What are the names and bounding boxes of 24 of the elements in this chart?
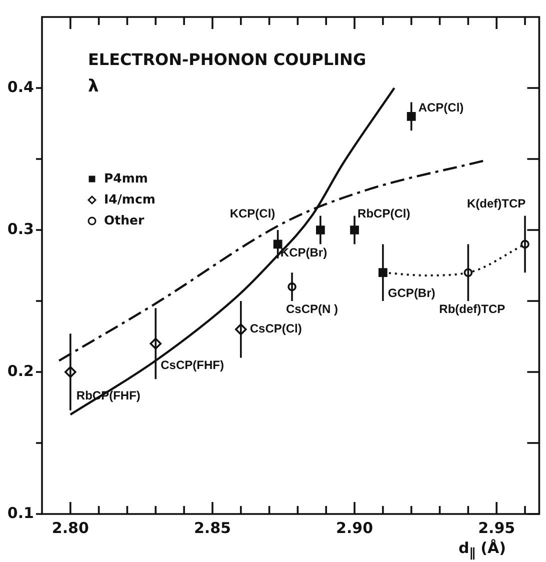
x-tick-label: 2.90 <box>336 518 374 537</box>
annotation: ACP(Cl) <box>418 100 464 115</box>
annotation: CsCP(Cl) <box>250 322 302 336</box>
annotation: K(def)TCP <box>466 196 526 211</box>
y-tick-label: 0.1 <box>7 504 34 522</box>
x-tick-label: 2.80 <box>52 518 89 537</box>
y-axis-title: λ <box>88 76 99 96</box>
annotation: KCP(Cl) <box>230 206 276 221</box>
annotation: KCP(Br) <box>280 245 328 260</box>
legend-label: I4/mcm <box>104 191 156 206</box>
x-tick-label: 2.85 <box>194 518 231 537</box>
annotation: Rb(def)TCP <box>439 302 506 316</box>
legend-label: Other <box>104 212 145 228</box>
legend-label: P4mm <box>104 170 148 186</box>
text: ELECTRON-PHONON COUPLING <box>88 50 366 70</box>
annotation: CsCP(N ) <box>286 302 338 316</box>
y-tick-label: 0.3 <box>7 220 34 238</box>
annotation: GCP(Br) <box>388 286 436 300</box>
x-axis-title: d$_{∥}$ (Å) <box>458 539 506 560</box>
y-tick-label: 0.4 <box>7 78 34 96</box>
y-tick-label: 0.2 <box>7 362 34 380</box>
x-tick-label: 2.95 <box>478 518 516 537</box>
annotation: RbCP(Cl) <box>358 206 410 220</box>
annotation: CsCP(FHF) <box>160 358 224 372</box>
